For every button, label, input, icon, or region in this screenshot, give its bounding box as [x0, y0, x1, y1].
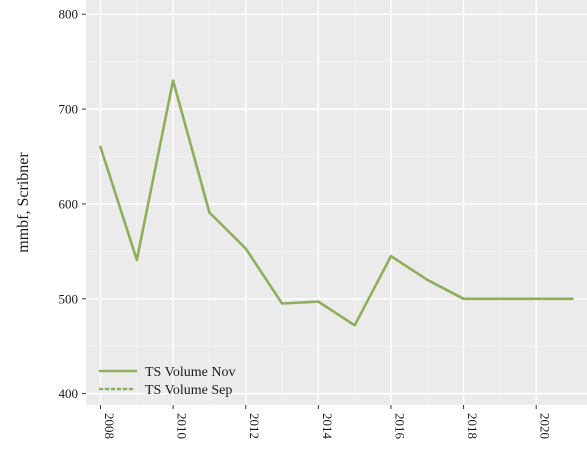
legend: TS Volume Nov TS Volume Sep: [98, 365, 236, 398]
x-tick-label: 2014: [320, 413, 335, 440]
x-axis: 2008 2010 2012 2014 2016 2018 2020: [100, 405, 553, 440]
grid-lines: [86, 0, 587, 405]
y-tick-label: 800: [59, 7, 79, 22]
x-tick-label: 2012: [247, 413, 262, 439]
legend-label-0: TS Volume Nov: [145, 365, 236, 380]
x-tick-label: 2020: [538, 413, 553, 439]
plot-panel: [86, 0, 587, 405]
y-axis: 400 500 600 700 800: [59, 7, 86, 401]
x-tick-label: 2016: [392, 413, 407, 440]
legend-label-1: TS Volume Sep: [145, 383, 232, 398]
series-line-0: [99, 79, 574, 327]
x-tick-label: 2008: [102, 413, 117, 439]
y-tick-label: 600: [59, 196, 79, 211]
y-tick-label: 700: [59, 102, 79, 117]
x-tick-label: 2018: [465, 413, 480, 439]
x-tick-label: 2010: [175, 413, 190, 439]
series-layer: [99, 79, 574, 327]
y-tick-label: 500: [59, 291, 79, 306]
y-axis-title: mmbf, Scribner: [15, 152, 32, 253]
y-tick-label: 400: [59, 386, 79, 401]
